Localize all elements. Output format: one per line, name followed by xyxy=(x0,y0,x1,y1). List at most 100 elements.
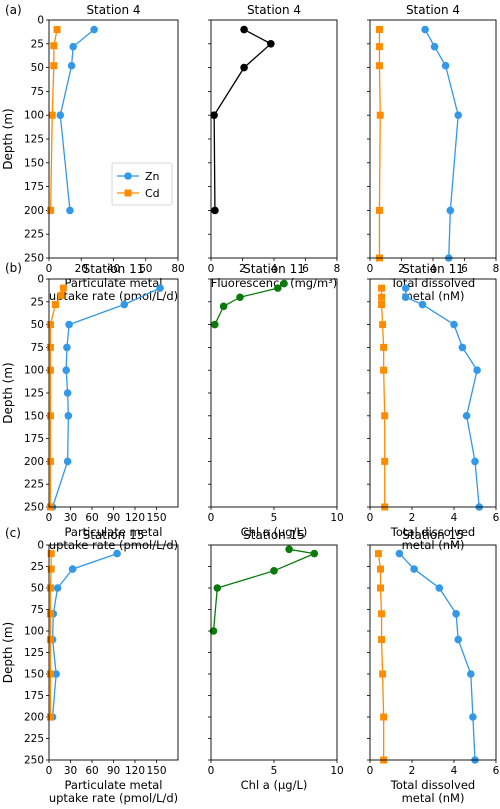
y-tick-label: 150 xyxy=(24,410,44,422)
data-point xyxy=(375,206,383,214)
legend-label: Zn xyxy=(145,170,160,183)
x-axis-label: Fluorescence (mg/m³) xyxy=(211,276,338,290)
y-tick-label: 250 xyxy=(24,502,44,514)
data-point xyxy=(46,412,54,420)
x-tick-label: 40 xyxy=(107,263,120,275)
data-point xyxy=(64,412,73,420)
y-tick-label: 100 xyxy=(24,110,44,122)
data-point xyxy=(378,293,386,301)
data-point xyxy=(52,670,60,678)
axes-frame xyxy=(369,278,497,508)
data-point xyxy=(446,206,455,215)
y-tick-label: 250 xyxy=(24,755,44,767)
data-point xyxy=(378,301,386,309)
data-point xyxy=(236,293,244,302)
x-tick-label: 0 xyxy=(367,263,374,275)
x-tick-label: 10 xyxy=(330,765,343,777)
y-tick-label: 250 xyxy=(24,253,44,265)
y-axis-label: Depth (m) xyxy=(1,108,15,169)
x-tick-label: 2 xyxy=(409,512,416,524)
data-point xyxy=(401,284,410,292)
data-point xyxy=(68,565,77,573)
y-tick-label: 200 xyxy=(24,205,44,217)
data-point xyxy=(46,457,54,465)
data-point xyxy=(46,343,54,351)
series-line xyxy=(59,29,95,211)
data-point xyxy=(47,550,55,558)
x-tick-label: 4 xyxy=(451,765,458,777)
data-point xyxy=(50,42,58,50)
chart-title: Station 11 xyxy=(83,262,145,276)
x-tick-label: 90 xyxy=(107,765,120,777)
y-tick-label: 100 xyxy=(24,365,44,377)
data-point xyxy=(454,111,463,119)
data-point xyxy=(435,584,444,592)
data-point xyxy=(90,25,98,34)
axes-frame xyxy=(48,278,179,508)
data-point xyxy=(430,42,439,51)
data-point xyxy=(450,320,458,329)
y-tick-label: 125 xyxy=(24,134,44,146)
series-line xyxy=(213,28,272,211)
axes-frame xyxy=(48,19,179,259)
data-point xyxy=(209,627,218,635)
axes-frame xyxy=(210,544,338,761)
data-point xyxy=(310,549,319,558)
data-point xyxy=(285,545,293,554)
chart-panel: Station 15 0 5 10 Chl a (μg/L) xyxy=(208,528,344,792)
data-point xyxy=(47,206,55,214)
x-tick-label: 4 xyxy=(271,263,278,275)
chart-title: Station 11 xyxy=(402,262,464,276)
data-point xyxy=(63,389,72,397)
x-tick-label: 0 xyxy=(208,765,215,777)
y-tick-label: 50 xyxy=(31,62,44,74)
chart-title: Station 11 xyxy=(243,262,305,276)
y-axis-label: Depth (m) xyxy=(1,622,15,683)
x-axis-label: Total dissolved metal (nM) xyxy=(390,276,475,303)
y-tick-label: 0 xyxy=(37,15,44,27)
series-line xyxy=(424,29,459,259)
data-point xyxy=(46,670,54,678)
x-axis-label: Particulate metal uptake rate (pmol/L/d) xyxy=(49,276,178,303)
x-tick-label: 150 xyxy=(146,512,166,524)
chart-panel: Station 11 0 5 10 Chl a (μg/L) xyxy=(208,262,344,539)
data-point xyxy=(375,62,383,70)
series-line xyxy=(49,29,58,211)
data-point xyxy=(375,43,383,51)
x-tick-label: 60 xyxy=(85,765,98,777)
x-tick-label: 5 xyxy=(271,765,278,777)
data-point xyxy=(63,457,72,466)
x-tick-label: 0 xyxy=(208,512,215,524)
axes-frame xyxy=(210,278,338,508)
data-point xyxy=(379,670,387,678)
x-tick-label: 60 xyxy=(139,263,152,275)
data-point xyxy=(53,26,61,34)
data-point xyxy=(381,457,389,465)
chart-panel: Station 15 0 2 4 6 Total dissolved metal (nM) xyxy=(367,528,500,805)
series-line xyxy=(380,288,386,507)
y-tick-label: 75 xyxy=(31,604,44,616)
data-point xyxy=(378,284,386,292)
x-tick-label: 6 xyxy=(493,765,500,777)
y-tick-label: 225 xyxy=(24,479,44,491)
y-tick-label: 50 xyxy=(31,319,44,331)
legend-marker xyxy=(124,189,132,197)
data-point xyxy=(46,636,54,644)
x-tick-label: 2 xyxy=(398,263,405,275)
y-tick-label: 25 xyxy=(31,38,44,50)
data-point xyxy=(380,366,388,374)
data-point xyxy=(378,636,386,644)
panels: Station 40255075100125150175200225250Dep… xyxy=(1,3,500,805)
data-point xyxy=(270,567,278,575)
y-tick-label: 200 xyxy=(24,456,44,468)
y-tick-label: 200 xyxy=(24,712,44,724)
data-point xyxy=(467,670,475,678)
data-point xyxy=(219,302,228,311)
y-tick-label: 75 xyxy=(31,342,44,354)
axes-frame xyxy=(48,544,179,761)
x-tick-label: 6 xyxy=(493,512,500,524)
chart-panel: Station 40255075100125150175200225250Dep… xyxy=(1,3,185,303)
